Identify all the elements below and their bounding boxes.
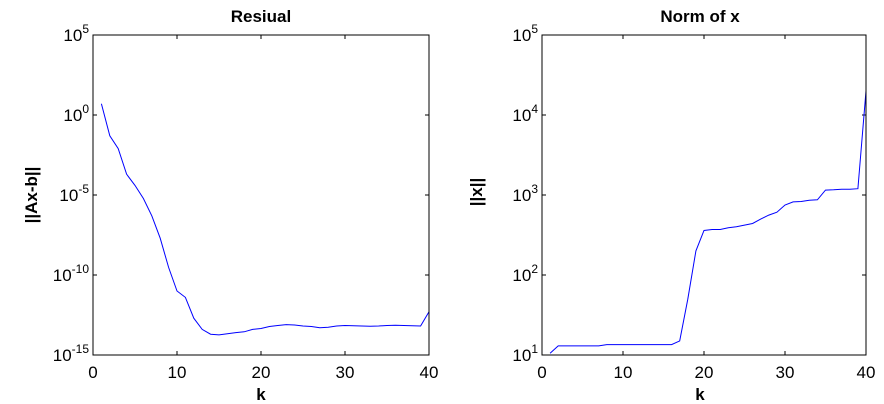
y-tick-label: 105: [63, 22, 89, 45]
tick-marks: [541, 34, 867, 356]
residual-chart: Resiual 0 10 20 30 40 105 100 10-5 10-10 10-15 k…: [22, 7, 438, 404]
x-tick-label: 0: [537, 363, 546, 382]
y-tick-labels: 105 100 10-5 10-10 10-15: [53, 22, 90, 365]
y-tick-label: 103: [512, 182, 538, 205]
plot-frame: [541, 34, 867, 356]
x-tick-label: 20: [252, 363, 271, 382]
x-tick-label: 30: [336, 363, 355, 382]
x-tick-label: 30: [776, 363, 795, 382]
y-tick-label: 10-15: [53, 342, 90, 365]
residual-series-line: [100, 103, 430, 336]
x-tick-labels: 0 10 20 30 40: [88, 363, 438, 382]
x-tick-label: 20: [695, 363, 714, 382]
y-tick-label: 100: [63, 102, 89, 125]
tick-marks: [92, 34, 430, 356]
y-tick-label: 10-10: [53, 262, 90, 285]
chart-title: Resiual: [231, 7, 291, 26]
y-tick-label: 105: [512, 22, 538, 45]
x-tick-label: 10: [614, 363, 633, 382]
norm-chart: Norm of x 0 10 20 30 40 105 104 103 102 101 k ||…: [467, 7, 875, 404]
x-tick-label: 40: [420, 363, 439, 382]
y-axis-label: ||Ax-b||: [22, 167, 41, 224]
x-tick-label: 0: [88, 363, 97, 382]
x-tick-label: 10: [168, 363, 187, 382]
y-tick-label: 101: [512, 342, 538, 365]
x-tick-label: 40: [857, 363, 876, 382]
x-axis-label: k: [256, 385, 266, 404]
y-tick-label: 10-5: [59, 182, 89, 205]
chart-title: Norm of x: [660, 7, 740, 26]
plot-frame: [92, 34, 430, 356]
y-tick-label: 104: [512, 102, 538, 125]
y-axis-label: ||x||: [467, 178, 486, 206]
x-axis-label: k: [695, 385, 705, 404]
y-tick-labels: 105 104 103 102 101: [512, 22, 538, 365]
y-tick-label: 102: [512, 262, 538, 285]
x-tick-labels: 0 10 20 30 40: [537, 363, 875, 382]
norm-series-line: [549, 90, 867, 354]
